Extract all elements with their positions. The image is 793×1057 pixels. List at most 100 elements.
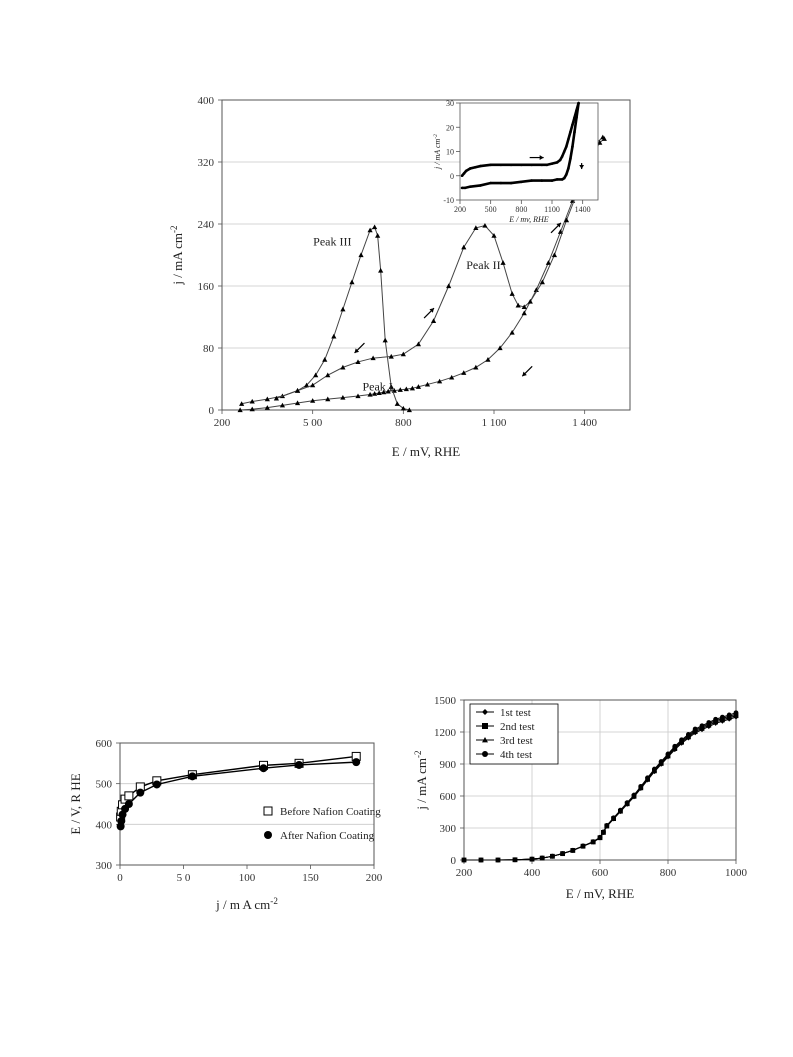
data-point xyxy=(495,857,501,863)
y-tick-label: 320 xyxy=(198,157,215,169)
arrow-head xyxy=(539,155,544,160)
data-point xyxy=(479,184,482,187)
y-tick-label: 10 xyxy=(446,148,454,157)
x-tick-label: 5 00 xyxy=(303,417,323,429)
data-point xyxy=(558,158,562,162)
data-point xyxy=(370,355,376,361)
data-point xyxy=(279,402,286,408)
y-tick-label: 240 xyxy=(198,219,215,231)
data-point xyxy=(567,167,570,170)
data-point xyxy=(533,287,539,292)
arrow-head xyxy=(354,348,360,353)
data-point xyxy=(385,388,391,394)
y-tick-label: 1500 xyxy=(434,695,457,707)
data-point xyxy=(692,726,698,732)
data-point xyxy=(499,163,503,167)
data-point xyxy=(550,853,555,859)
data-point xyxy=(340,306,346,312)
data-point xyxy=(560,155,564,158)
series-2 xyxy=(273,136,607,401)
data-point xyxy=(601,136,607,141)
plot-frame xyxy=(119,742,375,866)
chart-repeat-tests: 200 400 600 800 1000 0 300 600 900 1200 1500 1st te… xyxy=(413,695,748,901)
data-point xyxy=(117,817,126,826)
x-tick-label: 800 xyxy=(395,417,412,429)
data-point xyxy=(485,357,491,362)
data-point xyxy=(415,384,422,389)
data-point xyxy=(726,712,732,718)
x-axis-label-base: E / mV, RHE xyxy=(392,444,460,459)
data-point xyxy=(706,720,712,725)
data-point xyxy=(400,405,406,411)
data-point xyxy=(539,855,545,861)
x-tick-label: 200 xyxy=(454,205,466,214)
y-tick-label: 400 xyxy=(198,95,215,107)
data-point xyxy=(491,233,497,238)
data-point xyxy=(686,732,691,737)
data-point xyxy=(352,758,361,767)
data-point xyxy=(462,172,466,175)
y-tick-label: -10 xyxy=(443,196,454,205)
x-tick-label: 400 xyxy=(524,867,541,879)
data-point xyxy=(239,401,245,406)
x-tick-label: 200 xyxy=(366,872,383,884)
data-point xyxy=(249,406,255,412)
data-point xyxy=(489,181,492,185)
x-axis-label-base: j / m A cm xyxy=(215,897,270,912)
data-point xyxy=(575,116,578,119)
direction-arrow xyxy=(354,342,365,354)
data-point xyxy=(482,222,488,228)
x-axis-label: E / mV, RHE xyxy=(566,886,634,901)
data-point xyxy=(500,260,506,265)
series-0 xyxy=(237,134,606,413)
y-tick-label: 600 xyxy=(440,791,457,803)
data-point xyxy=(539,279,545,285)
data-point xyxy=(460,174,464,178)
y-axis-label: j / mA cm-2 xyxy=(433,134,442,170)
series-line xyxy=(276,138,605,399)
data-point xyxy=(136,788,145,797)
x-tick-label: 800 xyxy=(660,867,677,879)
y-tick-label: 0 xyxy=(450,172,454,181)
x-tick-label: 1 400 xyxy=(572,417,597,429)
data-point xyxy=(545,163,549,167)
data-point xyxy=(565,173,568,176)
data-point xyxy=(550,179,554,182)
data-point xyxy=(403,386,409,392)
direction-arrow xyxy=(550,222,562,234)
data-point xyxy=(550,162,554,165)
data-point xyxy=(355,359,361,365)
data-point xyxy=(310,382,316,388)
data-point xyxy=(381,389,387,395)
data-point xyxy=(499,181,503,185)
data-point xyxy=(325,396,331,402)
data-point xyxy=(652,766,657,772)
data-point xyxy=(273,395,279,401)
data-point xyxy=(515,302,521,308)
series-3 xyxy=(461,710,739,863)
data-point xyxy=(497,345,503,351)
data-point xyxy=(679,737,684,743)
x-tick-label: 200 xyxy=(456,867,473,879)
x-axis-label-base: E / mv, RHE xyxy=(508,215,549,224)
y-axis-label: j / mA cm-2 xyxy=(169,225,185,286)
arrow-head xyxy=(579,165,585,170)
data-point xyxy=(713,716,718,722)
data-point xyxy=(340,364,346,370)
y-tick-label: 500 xyxy=(96,779,113,791)
legend: Before Nafion Coating After Nafion Coatin… xyxy=(263,806,381,842)
data-point xyxy=(645,775,650,781)
data-point xyxy=(569,130,572,134)
y-axis-label-exponent: -2 xyxy=(433,134,439,139)
x-tick-label: 1100 xyxy=(544,205,560,214)
data-point xyxy=(631,792,637,798)
data-point xyxy=(367,227,373,233)
data-point xyxy=(567,138,570,141)
legend-marker xyxy=(263,806,273,816)
data-point xyxy=(527,298,533,304)
y-tick-label: 20 xyxy=(446,123,454,132)
data-point xyxy=(376,390,382,396)
data-point xyxy=(460,186,464,190)
